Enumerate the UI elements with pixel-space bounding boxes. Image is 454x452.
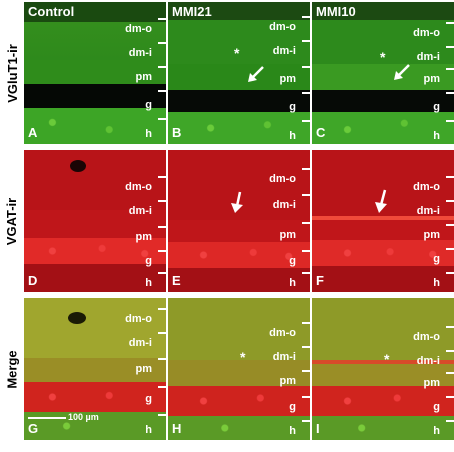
- arrow-icon: [394, 64, 410, 80]
- layer-label-dmi: dm-i: [128, 205, 152, 217]
- panel-d: dm-o dm-i pm g h D: [24, 150, 166, 292]
- panel-e: dm-o dm-i pm g h E: [168, 150, 310, 292]
- column-title-mmi21: MMI21: [172, 4, 212, 19]
- layer-label-dmi: dm-i: [272, 199, 296, 211]
- asterisk-marker: *: [380, 49, 386, 65]
- panel-letter-b: B: [172, 125, 182, 140]
- panel-g: dm-o dm-i pm g h 100 µm G: [24, 298, 166, 440]
- row-label-merge: Merge: [4, 349, 20, 389]
- asterisk-marker: *: [240, 349, 246, 365]
- layer-label-h: h: [289, 425, 296, 437]
- layer-label-pm: pm: [423, 229, 441, 241]
- layer-label-pm: pm: [423, 377, 441, 389]
- layer-label-h: h: [433, 130, 440, 142]
- asterisk-marker: *: [234, 45, 240, 61]
- panel-letter-c: C: [316, 125, 326, 140]
- layer-label-g: g: [289, 401, 296, 413]
- layer-label-g: g: [289, 255, 296, 267]
- layer-label-pm: pm: [135, 363, 153, 375]
- layer-label-dmi: dm-i: [128, 337, 152, 349]
- layer-label-g: g: [289, 101, 296, 113]
- panel-letter-i: I: [316, 421, 320, 436]
- layer-label-dmi: dm-i: [272, 45, 296, 57]
- scale-bar: [28, 417, 66, 419]
- layer-label-h: h: [289, 130, 296, 142]
- layer-label-dmo: dm-o: [413, 331, 440, 343]
- layer-label-dmi: dm-i: [416, 205, 440, 217]
- arrow-icon: [375, 189, 387, 213]
- layer-label-dmi: dm-i: [272, 351, 296, 363]
- panel-letter-e: E: [172, 273, 181, 288]
- panel-i: * dm-o dm-i pm g h I: [312, 298, 454, 440]
- panel-h: * dm-o dm-i pm g h H: [168, 298, 310, 440]
- layer-label-dmo: dm-o: [269, 21, 296, 33]
- layer-label-g: g: [433, 101, 440, 113]
- panel-b: MMI21 * dm-o dm-i pm g h B: [168, 2, 310, 144]
- layer-label-dmo: dm-o: [269, 173, 296, 185]
- layer-label-dmo: dm-o: [125, 181, 152, 193]
- asterisk-marker: *: [384, 351, 390, 367]
- layer-label-dmo: dm-o: [125, 23, 152, 35]
- column-title-control: Control: [28, 4, 75, 19]
- layer-label-pm: pm: [279, 73, 297, 85]
- layer-label-pm: pm: [135, 71, 153, 83]
- layer-label-h: h: [433, 277, 440, 289]
- panel-letter-d: D: [28, 273, 38, 288]
- layer-label-dmi: dm-i: [416, 51, 440, 63]
- layer-label-dmo: dm-o: [125, 313, 152, 325]
- layer-label-pm: pm: [279, 229, 297, 241]
- panel-letter-g: G: [28, 421, 39, 436]
- row-label-vglut1: VGluT1-ir: [4, 43, 20, 103]
- layer-label-h: h: [145, 277, 152, 289]
- panel-a: Control dm-o dm-i pm g h A: [24, 2, 166, 144]
- layer-label-dmo: dm-o: [413, 181, 440, 193]
- layer-label-dmi: dm-i: [416, 355, 440, 367]
- panel-letter-h: H: [172, 421, 182, 436]
- layer-label-pm: pm: [279, 375, 297, 387]
- layer-label-pm: pm: [423, 73, 441, 85]
- layer-label-h: h: [289, 277, 296, 289]
- arrow-icon: [231, 191, 243, 213]
- layer-label-dmo: dm-o: [269, 327, 296, 339]
- layer-label-h: h: [145, 424, 152, 436]
- layer-label-g: g: [145, 255, 152, 267]
- layer-label-g: g: [433, 401, 440, 413]
- layer-label-pm: pm: [135, 231, 153, 243]
- layer-label-dmo: dm-o: [413, 27, 440, 39]
- arrow-icon: [248, 66, 264, 82]
- layer-label-g: g: [145, 393, 152, 405]
- panel-f: dm-o dm-i pm g h F: [312, 150, 454, 292]
- layer-label-g: g: [145, 99, 152, 111]
- panel-letter-a: A: [28, 125, 38, 140]
- column-title-mmi10: MMI10: [316, 4, 356, 19]
- layer-label-h: h: [145, 128, 152, 140]
- row-label-vgat: VGAT-ir: [4, 197, 20, 245]
- panel-letter-f: F: [316, 273, 324, 288]
- panel-c: MMI10 * dm-o dm-i pm g h C: [312, 2, 454, 144]
- scale-bar-label: 100 µm: [68, 412, 99, 422]
- layer-label-dmi: dm-i: [128, 47, 152, 59]
- layer-label-h: h: [433, 425, 440, 437]
- layer-label-g: g: [433, 253, 440, 265]
